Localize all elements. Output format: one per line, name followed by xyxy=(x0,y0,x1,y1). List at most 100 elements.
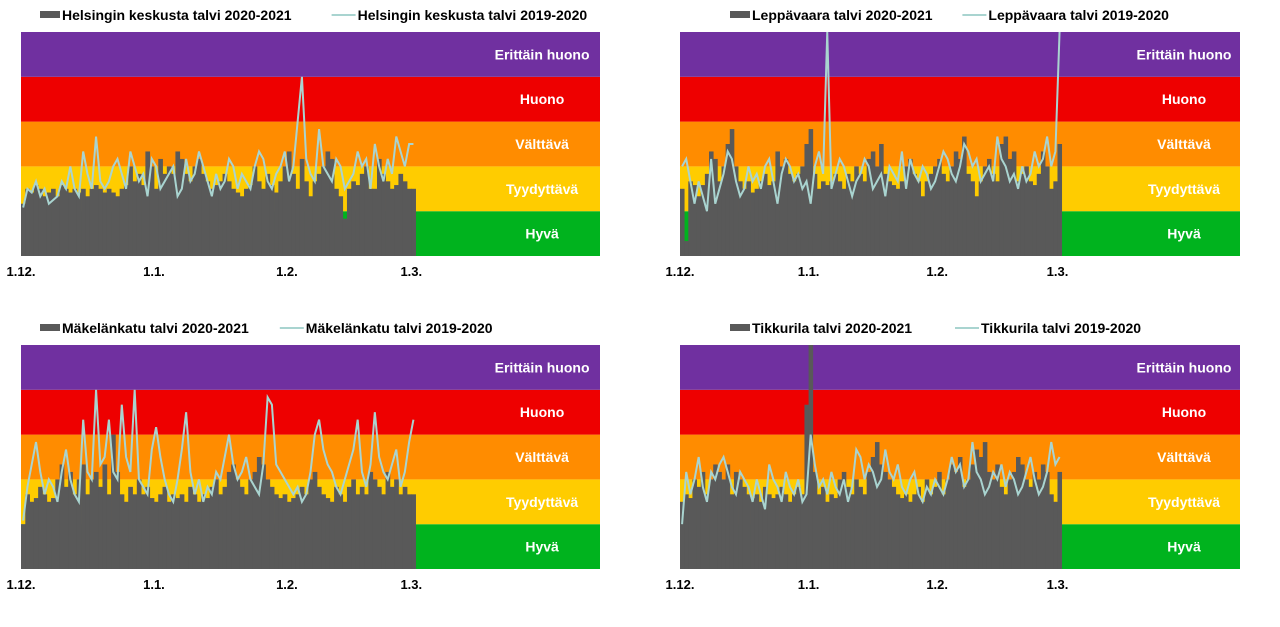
bar xyxy=(1045,166,1050,256)
bar xyxy=(261,188,266,256)
bar xyxy=(291,173,296,256)
bar xyxy=(721,166,727,256)
bar xyxy=(171,173,176,256)
bar xyxy=(111,192,116,256)
band-label: Huono xyxy=(520,91,564,107)
bar xyxy=(816,494,822,569)
bar xyxy=(787,501,793,569)
bar xyxy=(1045,471,1050,569)
bar xyxy=(214,185,219,256)
legend-bar-swatch xyxy=(40,11,60,18)
bar xyxy=(916,181,921,256)
bar xyxy=(812,173,818,256)
bar xyxy=(321,494,326,569)
legend-bar-label: Leppävaara talvi 2020-2021 xyxy=(752,7,933,23)
bar xyxy=(282,166,288,256)
bar xyxy=(76,479,82,569)
bar xyxy=(329,501,335,569)
bar xyxy=(209,188,215,256)
bar xyxy=(389,188,395,256)
bar xyxy=(825,185,830,256)
bar xyxy=(1053,181,1058,256)
bar xyxy=(1049,188,1054,256)
bar xyxy=(978,457,984,569)
bar xyxy=(725,464,731,569)
bar xyxy=(916,486,921,569)
bar xyxy=(239,196,245,256)
bar xyxy=(81,188,86,256)
bar xyxy=(119,494,125,569)
bar xyxy=(870,151,876,256)
bar xyxy=(928,494,934,569)
x-tick-label: 1.1. xyxy=(798,264,820,279)
bar xyxy=(924,479,930,569)
bar xyxy=(334,188,339,256)
bar xyxy=(750,498,756,569)
bar xyxy=(308,479,314,569)
bar xyxy=(111,434,116,569)
bar xyxy=(995,181,1000,256)
legend: Leppävaara talvi 2020-2021 Leppävaara tal… xyxy=(730,7,1169,23)
bar-series xyxy=(21,151,416,256)
x-tick-label: 1.1. xyxy=(798,577,820,592)
bar xyxy=(325,498,331,569)
bar xyxy=(158,494,163,569)
bar xyxy=(269,185,275,256)
bar xyxy=(908,158,913,256)
bar xyxy=(153,501,159,569)
bar xyxy=(692,479,697,569)
bar xyxy=(38,486,43,569)
bar xyxy=(982,442,988,569)
bar xyxy=(928,173,934,256)
legend: Tikkurila talvi 2020-2021 Tikkurila talvi… xyxy=(730,320,1141,336)
bar xyxy=(89,479,95,569)
bar xyxy=(783,158,789,256)
legend-line-label: Helsingin keskusta talvi 2019-2020 xyxy=(358,7,588,23)
bar xyxy=(704,173,710,256)
bar xyxy=(222,173,228,256)
bar xyxy=(248,479,253,569)
bar xyxy=(269,486,275,569)
bar xyxy=(63,188,69,256)
bar xyxy=(89,188,95,256)
bar xyxy=(364,166,369,256)
band-label: Hyvä xyxy=(1167,226,1201,242)
bar xyxy=(733,471,739,569)
legend-line-label: Leppävaara talvi 2019-2020 xyxy=(988,7,1169,23)
bar xyxy=(879,464,884,569)
bar xyxy=(870,457,876,569)
bar xyxy=(265,479,271,569)
bar xyxy=(1011,471,1017,569)
bar xyxy=(72,494,78,569)
bar xyxy=(38,188,43,256)
band-3 xyxy=(680,389,1240,435)
band-label: Välttävä xyxy=(515,449,569,465)
bar xyxy=(106,494,112,569)
bar xyxy=(920,501,926,569)
chart-leppavaara: Leppävaara talvi 2020-2021 Leppävaara tal… xyxy=(666,7,1240,279)
bar xyxy=(862,494,868,569)
bar xyxy=(381,494,386,569)
chart-makelankatu: Mäkelänkatu talvi 2020-2021 Mäkelänkatu t… xyxy=(7,320,600,592)
bar xyxy=(767,494,772,569)
bar xyxy=(141,185,146,256)
band-3 xyxy=(680,76,1240,122)
bar xyxy=(338,196,344,256)
bar xyxy=(106,188,112,256)
bar xyxy=(205,181,211,256)
bar xyxy=(274,494,279,569)
bar xyxy=(837,181,843,256)
bar xyxy=(394,185,399,256)
bar xyxy=(982,166,988,256)
bar xyxy=(704,494,710,569)
bar xyxy=(833,498,839,569)
band-2 xyxy=(21,121,600,167)
line-series xyxy=(681,31,1061,212)
bar xyxy=(746,494,751,569)
bar xyxy=(218,494,223,569)
legend: Mäkelänkatu talvi 2020-2021 Mäkelänkatu t… xyxy=(40,320,493,336)
bar xyxy=(29,501,35,569)
bar xyxy=(825,501,830,569)
bar xyxy=(132,181,138,256)
bar xyxy=(51,498,56,569)
